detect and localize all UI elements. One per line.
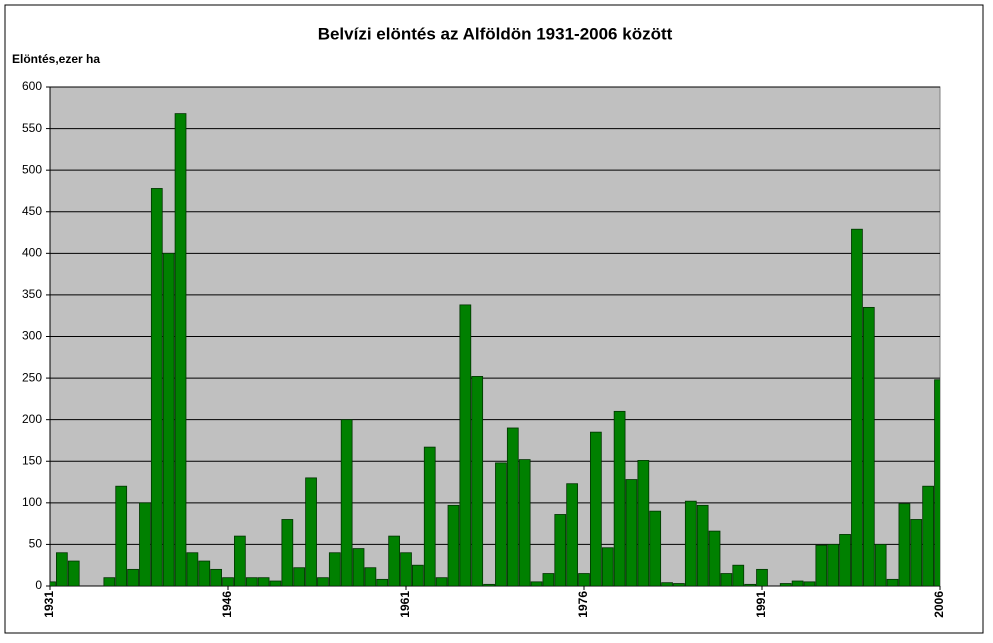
bar [340,419,353,586]
x-tick-label: 1946 [220,591,234,618]
bar [851,228,863,586]
bar [886,578,899,586]
bar [756,568,768,586]
y-tick-label: 100 [22,495,42,509]
bar [518,459,531,586]
bar [245,577,258,586]
x-tick-label: 2006 [932,591,946,618]
bar [578,573,590,586]
y-tick-label: 0 [35,578,42,592]
bar [696,504,709,586]
y-tick-label: 550 [22,121,42,135]
bar [186,552,199,586]
bar [293,567,306,586]
bar [435,577,448,586]
bar [352,548,365,586]
bar [400,552,412,586]
bar [649,510,662,586]
bar [613,410,626,586]
bar [862,306,875,586]
x-tick-label: 1976 [576,591,590,618]
chart-title: Belvízi elöntés az Alföldön 1931-2006 kö… [318,24,673,43]
bar [471,376,484,586]
bar [874,544,887,586]
y-tick-label: 300 [22,329,42,343]
bar [222,577,234,586]
bar [67,560,80,586]
bar [815,544,828,586]
bar [625,479,638,586]
bar [708,530,721,586]
bar [210,568,222,586]
bar [459,304,472,586]
bar [839,534,851,586]
bar [364,567,377,586]
bar [234,535,246,586]
y-tick-label: 500 [22,162,42,176]
bar [934,379,940,586]
bar [684,500,697,586]
bar [827,544,840,586]
bar [103,577,116,586]
bar [56,552,68,586]
bars [50,113,940,586]
bar [150,188,163,586]
bar [127,568,139,586]
bar [139,502,151,586]
y-tick-label: 200 [22,412,42,426]
labels: 0 50 100 150 200 250 300 350 400 450 500 550 600 1931… [22,79,946,618]
bar [898,503,911,586]
bar [305,477,317,586]
bar [744,583,756,586]
grid [46,86,940,587]
bar [910,519,923,586]
x-tick-label: 1961 [398,591,412,618]
y-tick-label: 600 [22,79,42,93]
bar [779,583,792,586]
bar [50,581,56,586]
bar [803,581,816,586]
bar [506,427,519,586]
bar [317,577,329,586]
bar [590,431,602,586]
bar [566,483,578,586]
bar [328,552,341,586]
y-axis-title: Elöntés,ezer ha [12,52,100,66]
y-tick-label: 50 [29,537,43,551]
bar [174,113,187,586]
bar [269,580,282,586]
bar [257,577,270,586]
bar [542,573,555,586]
bar [376,578,389,586]
bar [661,582,673,586]
bar [720,573,733,586]
bar [281,519,294,586]
bar [483,583,495,586]
bar [530,581,543,586]
bar [198,560,211,586]
y-tick-label: 350 [22,287,42,301]
y-tick-label: 400 [22,246,42,260]
y-tick-label: 250 [22,370,42,384]
y-tick-label: 150 [22,453,42,467]
x-tick-label: 1991 [754,591,768,618]
bar [554,514,567,586]
bar [732,564,745,586]
bar [495,462,507,586]
bar [115,485,128,586]
bar [673,583,685,586]
bar [447,504,460,586]
bar [922,485,934,586]
x-tick-label: 1931 [42,591,56,618]
bar [791,580,804,586]
bar [162,252,175,586]
y-tick-label: 450 [22,204,42,218]
bar [637,460,650,586]
bar [388,535,400,586]
bar [423,446,436,586]
bar [412,564,424,586]
bar [601,547,614,586]
